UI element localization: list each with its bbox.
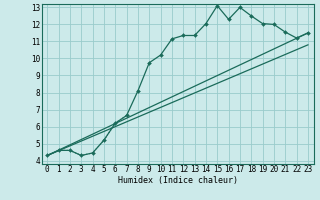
X-axis label: Humidex (Indice chaleur): Humidex (Indice chaleur): [118, 176, 237, 185]
